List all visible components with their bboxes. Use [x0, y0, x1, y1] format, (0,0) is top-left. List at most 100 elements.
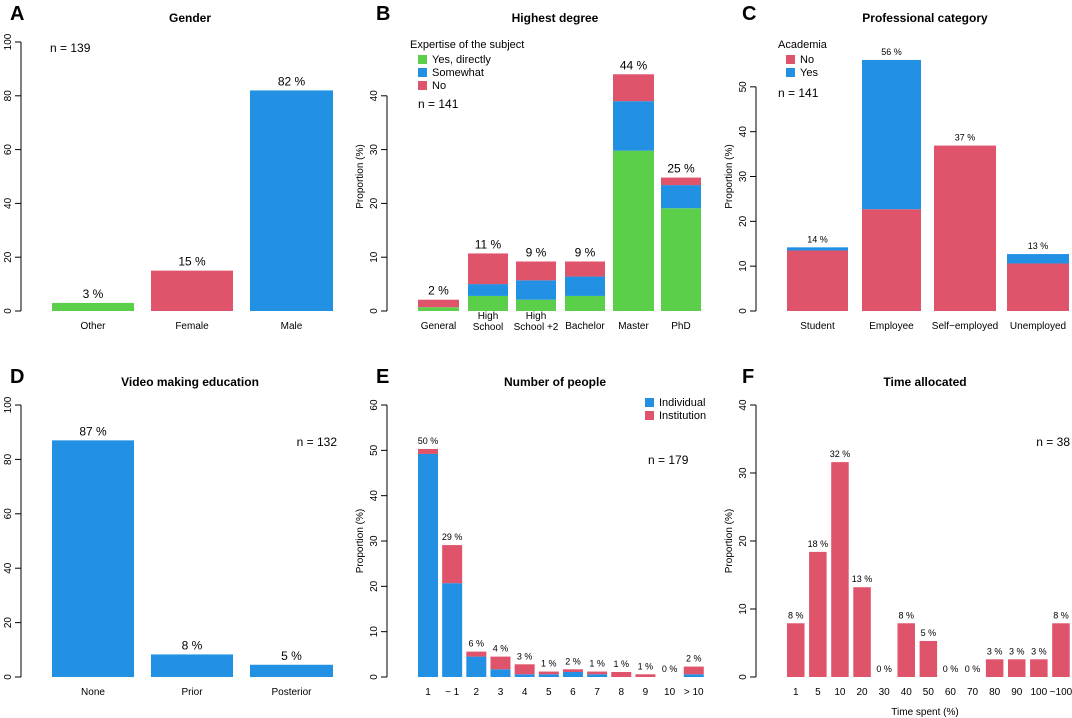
bar-b-0-yes-directly	[418, 307, 459, 311]
x-tick-label: None	[81, 687, 105, 698]
bar-data-label: 8 %	[788, 610, 804, 620]
bar-data-label: 13 %	[1028, 241, 1049, 251]
x-tick-label: School +2	[514, 322, 559, 333]
bar-a-0	[52, 302, 134, 311]
y-tick-label: 60	[369, 399, 380, 411]
bar-e-5-institution	[538, 671, 559, 675]
legend-entry: Yes, directly	[432, 54, 491, 66]
bar-data-label: 1 %	[638, 661, 654, 671]
y-axis: 0 10 20 30 40	[369, 90, 388, 314]
bar-b-1-yes-directly	[468, 295, 508, 311]
y-tick-label: 60	[3, 144, 14, 156]
bar-data-label: 15 %	[178, 255, 206, 269]
bar-c-1-yes	[862, 59, 921, 210]
bar-b-2-no	[516, 261, 556, 281]
legend-title: Academia	[778, 39, 828, 51]
y-tick-label: 20	[3, 251, 14, 263]
x-tick-label: 1	[793, 687, 799, 698]
bar-data-label: 56 %	[881, 47, 902, 57]
y-tick-label: 0	[369, 308, 380, 314]
bar-d-0	[52, 440, 134, 677]
bar-f-3	[853, 587, 871, 677]
bar-data-label: 1 %	[589, 659, 605, 669]
y-tick-label: 0	[738, 308, 749, 314]
bar-e-7-institution	[587, 671, 608, 675]
legend-entry: No	[432, 80, 446, 92]
x-tick-label: 40	[901, 687, 913, 698]
bar-f-11	[1030, 659, 1048, 677]
bar-d-2	[250, 664, 333, 677]
bar-data-label: 2 %	[686, 654, 702, 664]
bar-b-4-somewhat	[613, 101, 654, 151]
legend-entry: No	[800, 54, 814, 66]
x-tick-label: Self−employed	[932, 321, 998, 332]
x-tick-label: 1	[425, 687, 431, 698]
y-tick-label: 40	[369, 490, 380, 502]
chart-title: Time allocated	[883, 375, 966, 389]
bar-b-1-no	[468, 253, 508, 285]
y-tick-label: 100	[3, 396, 14, 413]
bar-e-0-individual	[418, 453, 438, 677]
x-tick-label: 70	[967, 687, 979, 698]
bar-e-2-individual	[466, 656, 487, 677]
legend-swatch	[418, 68, 427, 77]
bar-e-8-institution	[611, 672, 632, 677]
y-tick-label: 50	[738, 81, 749, 93]
bar-data-label: 29 %	[442, 532, 463, 542]
x-tick-label: High	[526, 311, 547, 322]
bar-c-3-no	[1007, 263, 1069, 311]
bar-c-0-no	[787, 250, 848, 311]
x-tick-label: 4	[522, 687, 528, 698]
bar-e-4-institution	[514, 664, 535, 675]
y-tick-label: 20	[738, 535, 749, 547]
y-axis-label: Proportion (%)	[355, 144, 366, 208]
bar-data-label: 0 %	[662, 664, 678, 674]
bar-data-label: 3 %	[1031, 646, 1047, 656]
y-axis: 0 10 20 30 40 50	[738, 81, 757, 314]
legend-swatch	[418, 55, 427, 64]
bar-data-label: 1 %	[541, 659, 557, 669]
x-tick-label: 90	[1011, 687, 1023, 698]
x-tick-label: Other	[80, 321, 106, 332]
bar-data-label: 37 %	[955, 133, 976, 143]
bar-data-label: 3 %	[517, 651, 533, 661]
panel-b: B Highest degree 0 10 20 30 40 Proportion (%) 2 …	[355, 3, 701, 333]
x-tick-label: 60	[945, 687, 957, 698]
x-tick-label: 10	[664, 687, 676, 698]
legend-swatch	[645, 411, 654, 420]
x-tick-label: ~100	[1050, 687, 1072, 698]
bar-e-11-individual	[683, 674, 704, 677]
bar-data-label: 3 %	[1009, 646, 1025, 656]
y-tick-label: 30	[369, 535, 380, 547]
legend-swatch	[786, 68, 795, 77]
y-axis-label: Proportion (%)	[724, 144, 735, 208]
x-tick-label: PhD	[671, 321, 690, 332]
y-axis-label: Proportion (%)	[355, 509, 366, 573]
y-tick-label: 40	[738, 399, 749, 411]
x-tick-label: > 10	[684, 687, 704, 698]
panel-label: C	[742, 3, 756, 25]
bar-data-label: 5 %	[921, 628, 937, 638]
n-label: n = 38	[1036, 435, 1070, 449]
bar-data-label: 9 %	[575, 246, 596, 260]
bar-b-2-yes-directly	[516, 299, 556, 311]
chart-title: Video making education	[121, 375, 259, 389]
panel-label: D	[10, 366, 24, 388]
x-tick-label: Female	[175, 321, 209, 332]
n-label: n = 139	[50, 41, 91, 55]
y-tick-label: 40	[738, 126, 749, 138]
bar-e-0-institution	[418, 448, 438, 454]
x-tick-label: Student	[800, 321, 835, 332]
bar-b-3-yes-directly	[565, 295, 605, 311]
bar-f-12	[1052, 623, 1070, 677]
bar-b-5-somewhat	[661, 185, 701, 209]
panel-label: A	[10, 3, 24, 25]
bar-a-1	[151, 270, 233, 311]
bar-data-label: 8 %	[898, 610, 914, 620]
n-label: n = 141	[418, 97, 459, 111]
legend-entry: Somewhat	[432, 67, 484, 79]
bar-c-0-yes	[787, 247, 848, 251]
x-tick-label: Bachelor	[565, 321, 605, 332]
bar-data-label: 25 %	[667, 162, 695, 176]
